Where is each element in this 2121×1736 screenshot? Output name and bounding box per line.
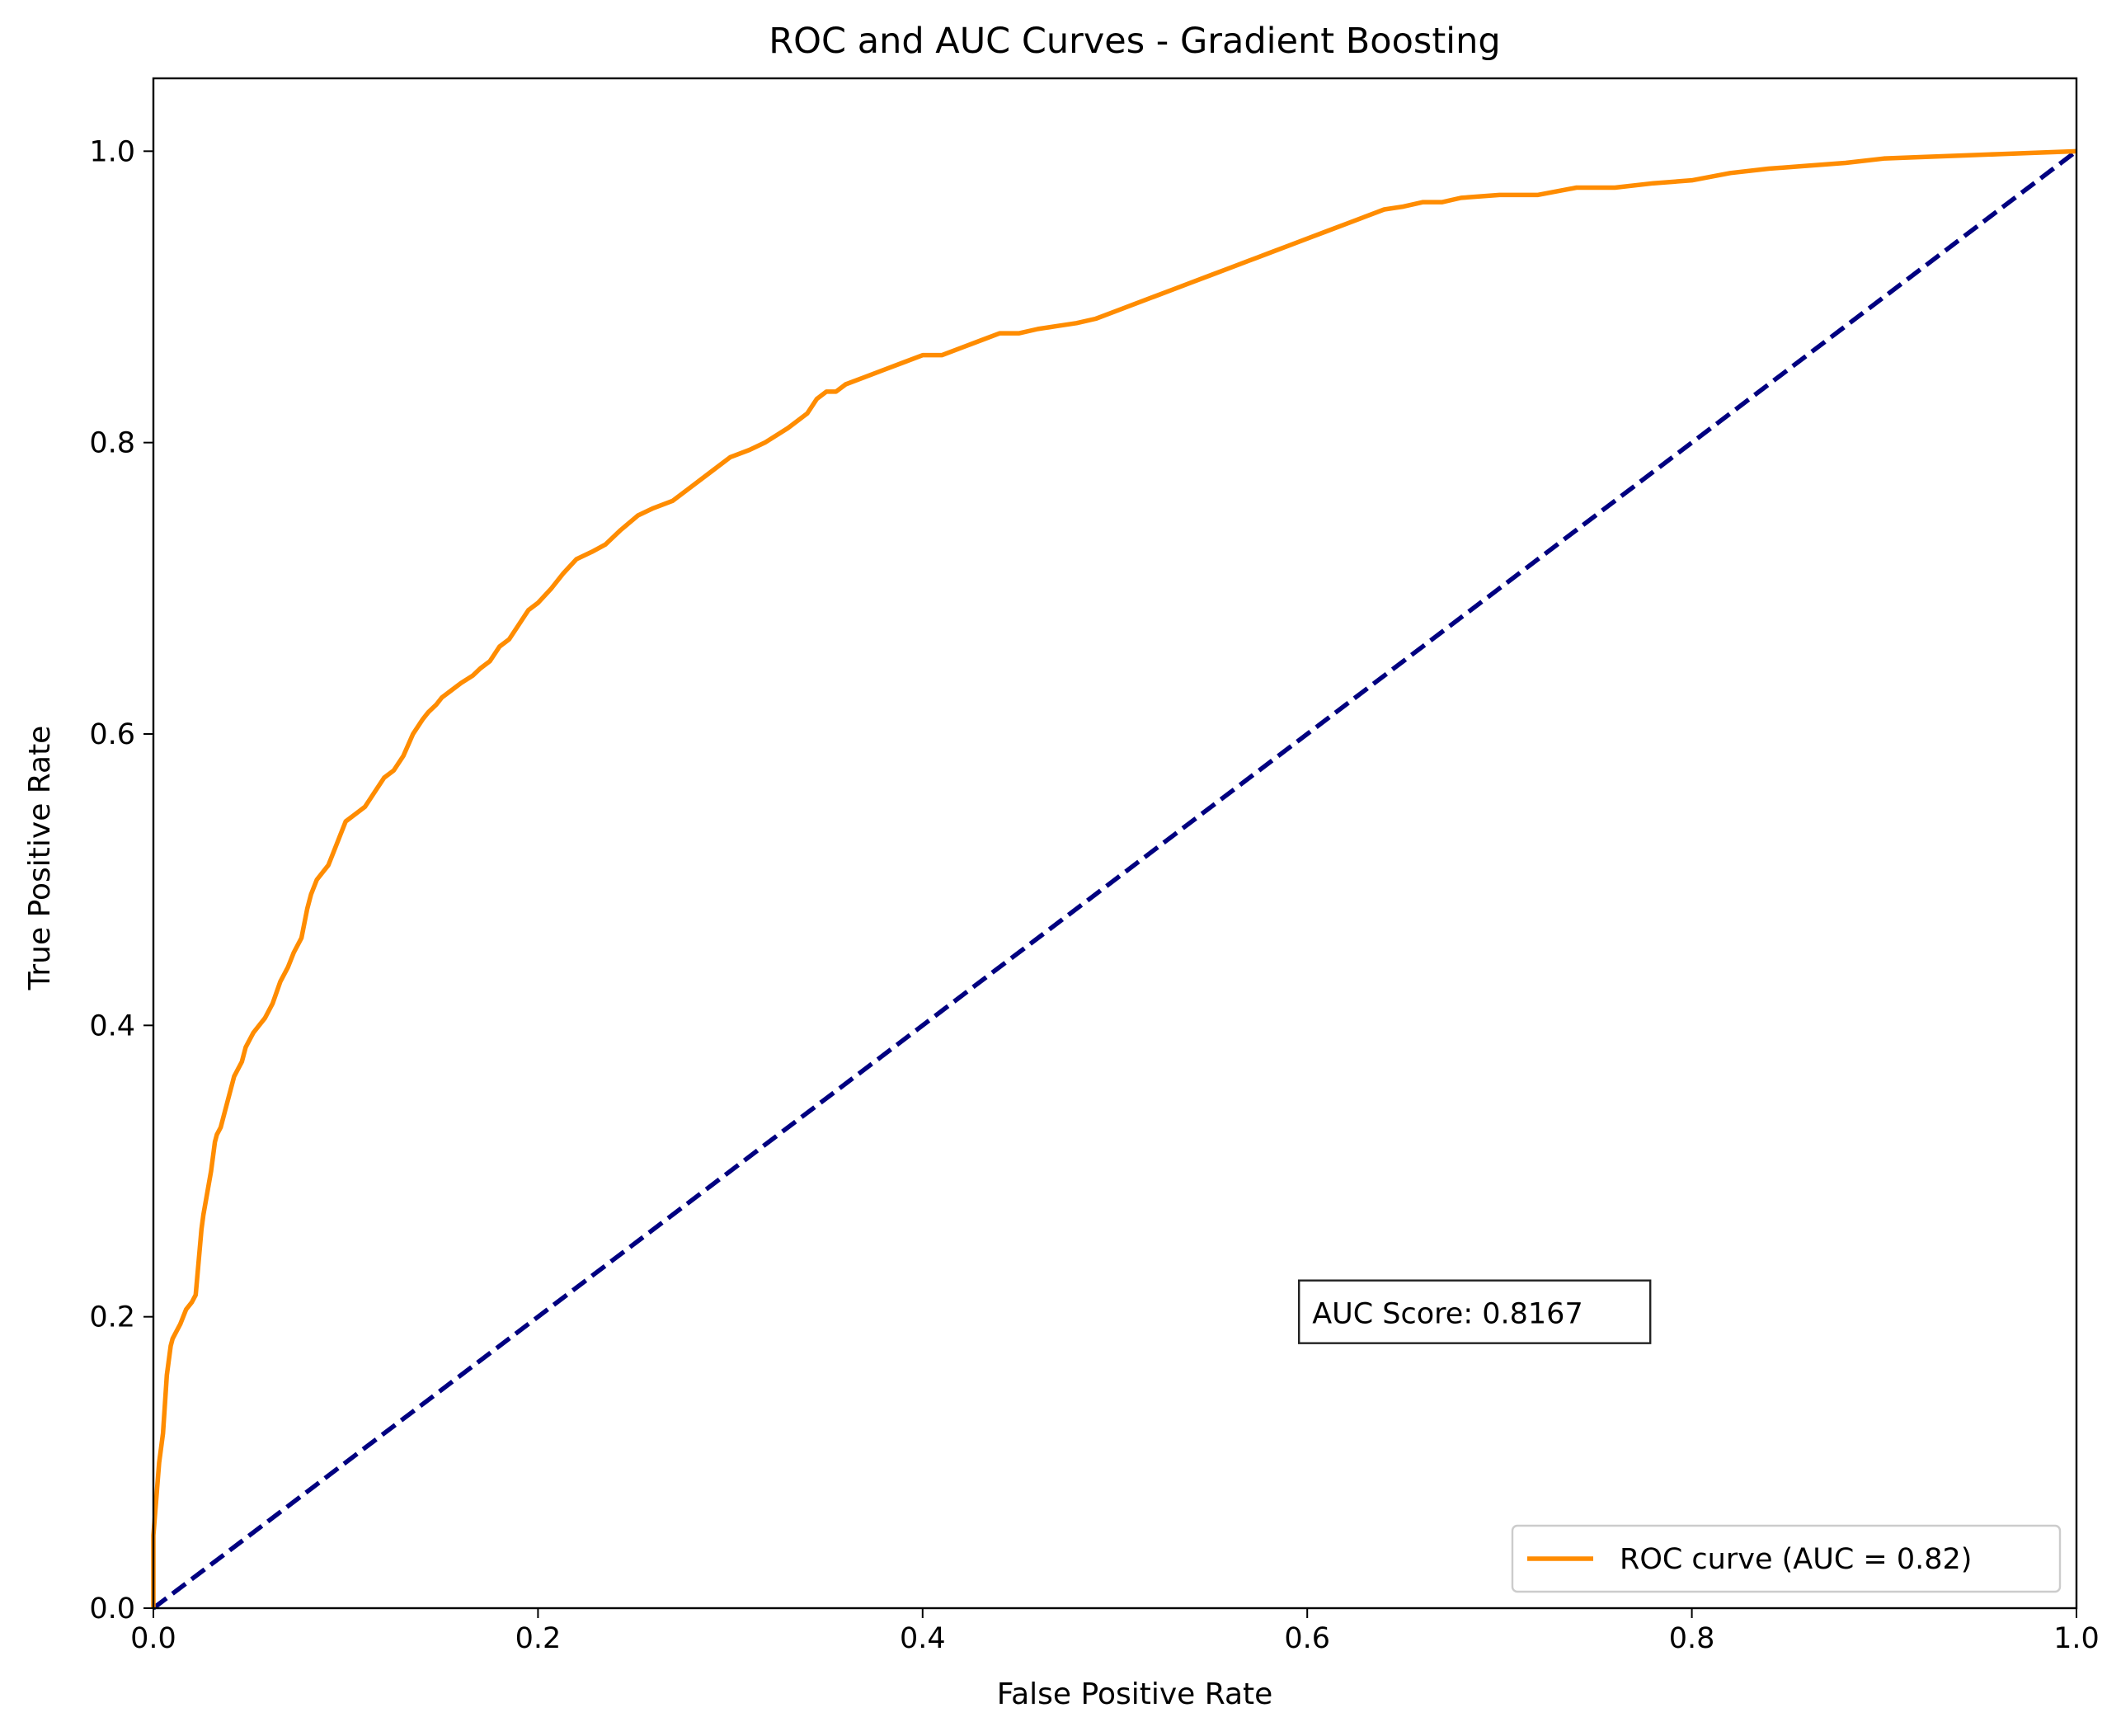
auc-score-annotation: AUC Score: 0.8167 xyxy=(1312,1298,1583,1331)
x-tick-label: 1.0 xyxy=(2053,1622,2100,1655)
x-tick-label: 0.4 xyxy=(900,1622,946,1655)
y-axis-label: True Positive Rate xyxy=(23,726,57,991)
x-axis-label: False Positive Rate xyxy=(997,1677,1273,1711)
auc-score-box xyxy=(1297,1279,1652,1344)
y-tick-label: 0.2 xyxy=(89,1301,135,1334)
y-tick-label: 1.0 xyxy=(89,135,135,168)
chance-diagonal-line xyxy=(152,149,2078,1611)
roc-curve-line xyxy=(151,148,2077,1608)
legend-label: ROC curve (AUC = 0.82) xyxy=(1620,1543,1972,1576)
chart-title: ROC and AUC Curves - Gradient Boosting xyxy=(769,21,1500,62)
x-tick-label: 0.2 xyxy=(515,1622,562,1655)
x-tick-label: 0.6 xyxy=(1284,1622,1330,1655)
axes-frame xyxy=(152,77,2078,1610)
y-tick-label: 0.0 xyxy=(89,1593,135,1625)
x-tick-label: 0.0 xyxy=(130,1622,176,1655)
plot-area: 0.0 0.2 0.4 0.6 0.8 1.0 0.0 0.2 0.4 0.6 0.8 1.0 AUC … xyxy=(89,77,2100,1655)
legend-box xyxy=(1511,1524,2062,1593)
x-tick-label: 0.8 xyxy=(1669,1622,1715,1655)
y-tick-label: 0.4 xyxy=(89,1009,135,1042)
y-tick-label: 0.8 xyxy=(89,427,135,460)
y-tick-label: 0.6 xyxy=(89,718,135,751)
